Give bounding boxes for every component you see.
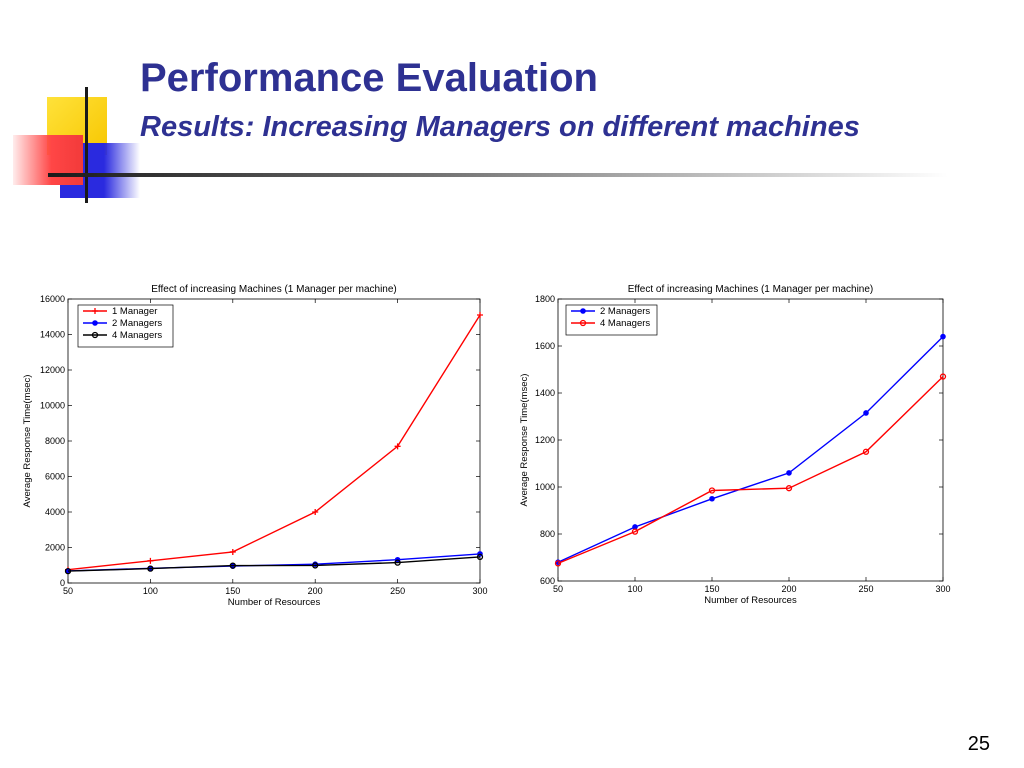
right-chart-y-axis-label: Average Response Time(msec)	[519, 374, 530, 507]
left-chart-data-point-s1	[477, 311, 483, 318]
left-chart-data-point-s1-glyph	[147, 557, 154, 564]
right-chart-plot-area	[557, 298, 944, 582]
left-chart-data-point-s1-glyph	[477, 311, 483, 318]
left-chart-y-tick-label: 6000	[45, 472, 65, 482]
left-chart-y-tick-label: 4000	[45, 507, 65, 517]
left-chart-y-tick-label: 2000	[45, 543, 65, 553]
slide-subtitle: Results: Increasing Managers on differen…	[140, 111, 860, 143]
decor-vertical-line	[85, 87, 88, 203]
left-chart-y-tick-label: 16000	[40, 294, 65, 304]
left-chart-legend-label-1: 1 Manager	[112, 306, 157, 317]
left-chart-x-tick-label: 50	[63, 586, 73, 596]
right-chart-series-line-2	[557, 376, 944, 565]
left-chart-x-tick-label: 150	[225, 586, 240, 596]
left-chart-y-tick-label: 8000	[45, 436, 65, 446]
left-chart-x-tick-label: 200	[308, 586, 323, 596]
left-chart-y-tick-label: 12000	[40, 365, 65, 375]
left-chart-data-point-s3	[394, 559, 401, 566]
left-chart-x-tick-label: 300	[472, 586, 487, 596]
right-chart-data-point-s1	[786, 470, 792, 476]
right-chart-x-axis-label: Number of Resources	[704, 595, 797, 606]
left-chart-data-point-s3	[312, 562, 319, 569]
right-chart-y-tick-label: 1200	[535, 435, 555, 445]
left-chart-data-point-s3	[147, 565, 154, 572]
left-chart-series-line-1	[67, 314, 481, 571]
right-chart-data-point-s1	[940, 333, 946, 340]
right-chart-y-tick-label: 1600	[535, 341, 555, 351]
right-chart-legend-marker-2	[579, 319, 587, 327]
right-chart-y-tick-label: 800	[540, 529, 555, 539]
page-number: 25	[967, 733, 990, 755]
left-chart-series-line-3	[67, 556, 481, 572]
left-chart-legend-label-3: 4 Managers	[112, 330, 162, 341]
right-chart-x-tick-label: 250	[858, 584, 873, 594]
right-chart-data-point-s1	[863, 410, 869, 416]
decor-horizontal-line	[48, 173, 948, 177]
left-chart-y-axis-label: Average Response Time(msec)	[22, 375, 33, 508]
left-chart-x-tick-label: 250	[390, 586, 405, 596]
right-chart-data-point-s2	[708, 487, 716, 494]
right-chart-x-tick-label: 50	[553, 584, 563, 594]
left-chart-legend-marker-3	[91, 331, 99, 339]
left-chart-legend-box	[77, 304, 174, 348]
right-chart-data-point-s2	[785, 485, 793, 492]
left-chart-legend-label-2: 2 Managers	[112, 318, 162, 329]
left-chart-y-tick-label: 14000	[40, 330, 65, 340]
left-chart-legend-marker-1-glyph	[92, 308, 98, 314]
right-chart-data-point-s1	[709, 495, 715, 502]
right-chart-y-tick-label: 600	[540, 576, 555, 586]
left-chart-y-tick-label: 10000	[40, 401, 65, 411]
left-chart-data-point-s1-glyph	[312, 509, 319, 515]
left-chart-title: Effect of increasing Machines (1 Manager…	[151, 284, 397, 295]
left-chart-y-tick-label: 0	[60, 578, 65, 588]
left-chart-data-point-s1-glyph	[394, 443, 401, 450]
left-chart-data-point-s1-glyph	[229, 548, 236, 555]
left-chart-x-tick-label: 100	[143, 586, 158, 596]
right-chart-x-tick-label: 100	[627, 584, 642, 594]
right-chart-y-tick-label: 1800	[535, 294, 555, 304]
left-chart-data-point-s1	[394, 443, 401, 450]
left-chart-data-point-s1	[147, 557, 154, 564]
left-chart-data-point-s3	[229, 562, 236, 569]
left-chart-data-point-s3	[476, 553, 484, 561]
right-chart-title: Effect of increasing Machines (1 Manager…	[628, 284, 874, 295]
right-chart-x-tick-label: 150	[704, 584, 719, 594]
right-chart-x-tick-label: 200	[781, 584, 796, 594]
right-chart-x-tick-label: 300	[935, 584, 950, 594]
right-chart-data-point-s2	[862, 448, 870, 455]
right-chart-series-line-1	[557, 336, 944, 563]
right-chart-legend-label-2: 4 Managers	[600, 318, 650, 329]
right-chart-legend-marker-1	[580, 308, 586, 314]
left-chart-data-point-s1	[312, 509, 319, 515]
right-chart-data-point-s2	[939, 373, 947, 380]
right-chart-data-point-s2	[554, 560, 562, 567]
left-chart-data-point-s1	[229, 548, 236, 555]
slide-title: Performance Evaluation	[140, 56, 598, 100]
left-chart-legend-marker-2	[92, 320, 98, 326]
left-chart-x-axis-label: Number of Resources	[228, 597, 321, 608]
right-chart-y-tick-label: 1000	[535, 482, 555, 492]
left-chart-legend-marker-1	[92, 308, 98, 314]
right-chart-legend-label-1: 2 Managers	[600, 306, 650, 317]
left-chart-data-point-s3	[64, 567, 72, 575]
right-chart-y-tick-label: 1400	[535, 388, 555, 398]
right-chart-data-point-s2	[631, 528, 639, 535]
